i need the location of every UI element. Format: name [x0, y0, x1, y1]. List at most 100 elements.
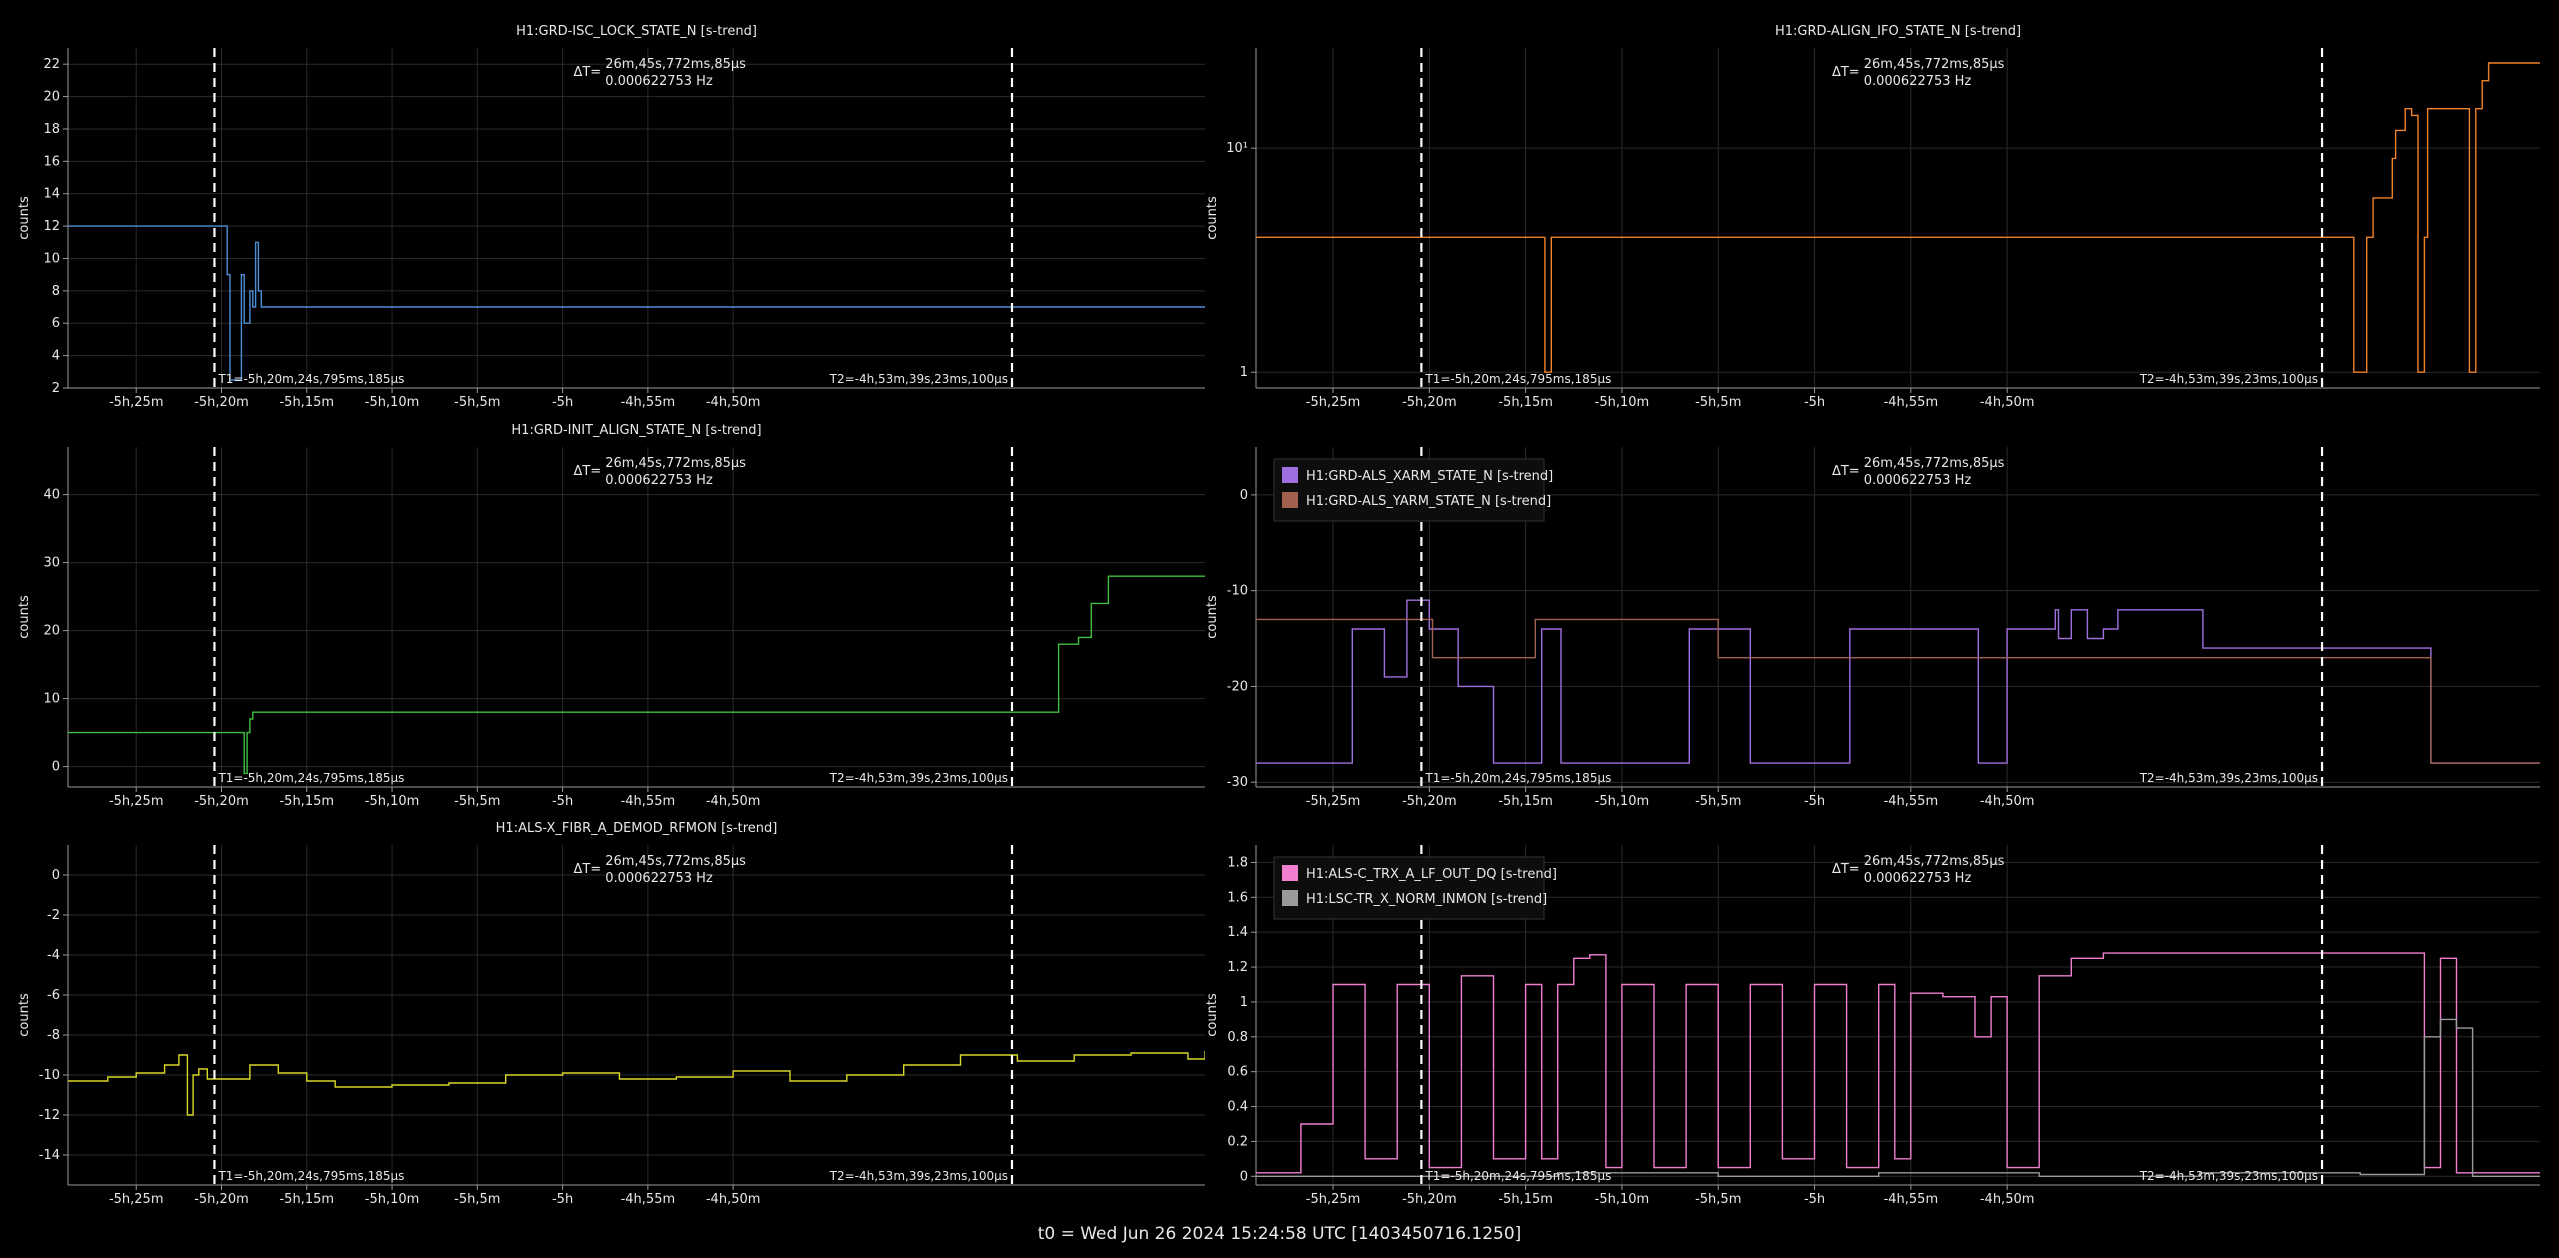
x-tick-label: -4h,55m: [1884, 794, 1939, 809]
x-tick-label: -5h,10m: [365, 794, 420, 809]
y-axis: 0 -10 -20 -30: [1227, 488, 2540, 790]
x-tick-label: -5h,15m: [279, 794, 334, 809]
y-tick-label: 18: [43, 122, 60, 137]
x-tick-label: -5h,25m: [109, 395, 164, 410]
y-axis-label: counts: [1205, 595, 1220, 639]
y-tick-label: -4: [47, 948, 60, 963]
series-group: [68, 1051, 1205, 1116]
t1-cursor-label: T1=-5h,20m,24s,795ms,185µs: [1424, 372, 1611, 386]
t1-cursor-label: T1=-5h,20m,24s,795ms,185µs: [1424, 1169, 1611, 1183]
legend-entry: H1:GRD-ALS_YARM_STATE_N [s-trend]: [1306, 494, 1551, 509]
delta-freq: 0.000622753 Hz: [605, 74, 713, 89]
delta-time: 26m,45s,772ms,85µs: [605, 57, 746, 72]
series-group: [1256, 62, 2540, 373]
y-tick-label: 10: [43, 251, 60, 266]
y-tick-label: 16: [43, 154, 60, 169]
x-tick-label: -5h: [1804, 395, 1825, 410]
x-tick-label: -5h,25m: [1306, 1192, 1361, 1207]
x-tick-label: -4h,55m: [621, 794, 676, 809]
delta-time: 26m,45s,772ms,85µs: [605, 456, 746, 471]
series-line-green: [68, 575, 1205, 775]
legend[interactable]: H1:ALS-C_TRX_A_LF_OUT_DQ [s-trend] H1:LSC…: [1273, 856, 1557, 920]
x-tick-label: -5h,25m: [1306, 395, 1361, 410]
y-tick-label: 12: [43, 219, 60, 234]
legend[interactable]: H1:GRD-ALS_XARM_STATE_N [s-trend] H1:GRD-…: [1273, 458, 1553, 522]
delta-freq: 0.000622753 Hz: [605, 473, 713, 488]
y-axis-label: counts: [17, 595, 32, 639]
y-tick-label: 14: [43, 187, 60, 202]
x-axis: -5h,25m -5h,20m -5h,15m -5h,10m -5h,5m -5h -4h…: [109, 845, 760, 1207]
y-tick-label: 0: [1240, 488, 1248, 503]
delta-prefix: ΔT=: [573, 862, 601, 877]
y-axis-label: counts: [17, 196, 32, 240]
y-tick-label: 8: [52, 284, 60, 299]
x-tick-label: -5h,5m: [1695, 794, 1741, 809]
y-tick-label: -20: [1227, 679, 1248, 694]
x-axis: -5h,25m -5h,20m -5h,15m -5h,10m -5h,5m -5h -4h…: [109, 48, 760, 410]
delta-freq: 0.000622753 Hz: [1864, 74, 1972, 89]
delta-time: 26m,45s,772ms,85µs: [1864, 57, 2005, 72]
series-group: [68, 575, 1205, 775]
x-tick-label: -5h,10m: [1595, 794, 1650, 809]
x-tick-label: -5h,5m: [454, 794, 500, 809]
x-tick-label: -5h,5m: [454, 1192, 500, 1207]
y-tick-label: 2: [52, 381, 60, 396]
x-tick-label: -5h,20m: [1402, 395, 1457, 410]
y-tick-label: 1: [1240, 995, 1248, 1010]
y-tick-label: -30: [1227, 775, 1248, 790]
delta-prefix: ΔT=: [573, 464, 601, 479]
x-tick-label: -5h,25m: [1306, 794, 1361, 809]
y-tick-label: 40: [43, 488, 60, 503]
y-tick-label: 1.2: [1227, 960, 1248, 975]
x-tick-label: -5h,15m: [279, 395, 334, 410]
t2-cursor-label: T2=-4h,53m,39s,23ms,100µs: [2139, 1169, 2318, 1183]
series-line-h1-als-c-trx-a-lf-out-dq-s-trend-: [1256, 952, 2540, 1174]
y-tick-label: -8: [47, 1028, 60, 1043]
x-axis: -5h,25m -5h,20m -5h,15m -5h,10m -5h,5m -5h -4h…: [109, 447, 760, 809]
delta-prefix: ΔT=: [573, 65, 601, 80]
legend-box: [1273, 856, 1545, 920]
series-group: [1256, 952, 2540, 1177]
y-tick-label: 0: [52, 760, 60, 775]
y-tick-label: -2: [47, 908, 60, 923]
delta-time: 26m,45s,772ms,85µs: [605, 854, 746, 869]
x-axis: -5h,25m -5h,20m -5h,15m -5h,10m -5h,5m -5h -4h…: [1306, 447, 2034, 809]
y-tick-label: -14: [39, 1148, 60, 1163]
x-tick-label: -5h,20m: [194, 1192, 249, 1207]
legend-swatch: [1282, 492, 1298, 508]
delta-prefix: ΔT=: [1832, 65, 1860, 80]
x-tick-label: -5h: [552, 1192, 573, 1207]
x-tick-label: -4h,55m: [621, 395, 676, 410]
y-tick-label: -10: [39, 1068, 60, 1083]
legend-entry: H1:GRD-ALS_XARM_STATE_N [s-trend]: [1306, 469, 1553, 484]
x-tick-label: -5h,15m: [1498, 1192, 1553, 1207]
series-group: [1256, 599, 2540, 764]
y-tick-label: 22: [43, 57, 60, 72]
delta-prefix: ΔT=: [1832, 464, 1860, 479]
series-line-blue: [68, 225, 1205, 381]
x-tick-label: -5h,10m: [365, 395, 420, 410]
x-tick-label: -5h,20m: [1402, 1192, 1457, 1207]
x-tick-label: -5h,5m: [1695, 395, 1741, 410]
y-tick-label: 0.8: [1227, 1030, 1248, 1045]
y-tick-label: -6: [47, 988, 60, 1003]
legend-swatch: [1282, 890, 1298, 906]
x-tick-label: -5h,25m: [109, 1192, 164, 1207]
time-origin-footer: t0 = Wed Jun 26 2024 15:24:58 UTC [14034…: [1037, 1224, 1522, 1244]
x-tick-label: -5h,10m: [1595, 395, 1650, 410]
x-tick-label: -5h,5m: [454, 395, 500, 410]
delta-freq: 0.000622753 Hz: [605, 871, 713, 886]
x-tick-label: -5h,5m: [1695, 1192, 1741, 1207]
delta-time: 26m,45s,772ms,85µs: [1864, 854, 2005, 869]
chart-title: H1:GRD-ISC_LOCK_STATE_N [s-trend]: [516, 24, 757, 39]
legend-entry: H1:ALS-C_TRX_A_LF_OUT_DQ [s-trend]: [1306, 867, 1557, 882]
x-tick-label: -5h,15m: [1498, 395, 1553, 410]
x-tick-label: -4h,55m: [1884, 395, 1939, 410]
y-tick-label: 1.4: [1227, 925, 1248, 940]
series-line-h1-grd-als-xarm-state-n-s-trend-: [1256, 599, 2540, 764]
x-tick-label: -4h,50m: [1980, 395, 2035, 410]
x-tick-label: -4h,50m: [706, 395, 761, 410]
y-axis-label: counts: [17, 993, 32, 1037]
y-axis: 0 -2 -4 -6 -8 -10 -12 -14: [39, 868, 1205, 1163]
